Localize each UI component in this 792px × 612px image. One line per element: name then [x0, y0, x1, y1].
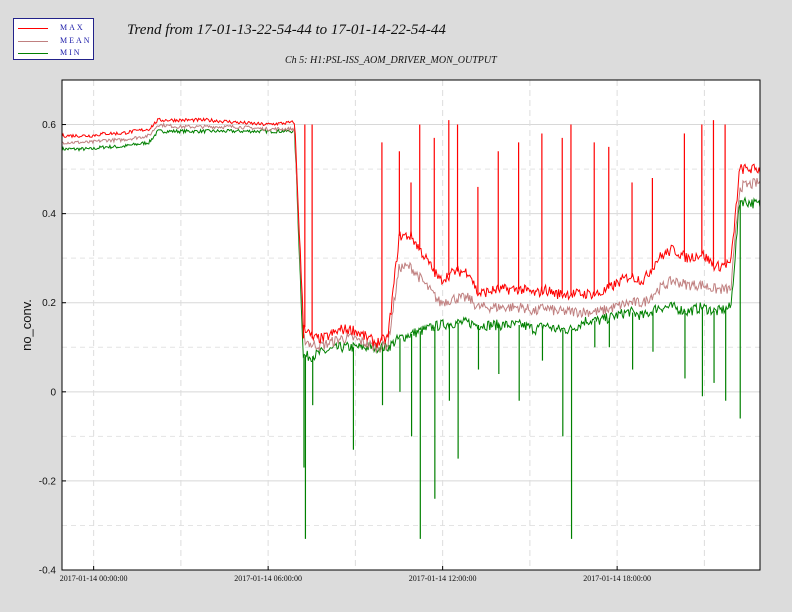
chart-title: Trend from 17-01-13-22-54-44 to 17-01-14… — [127, 22, 446, 38]
x-tick-label: 2017-01-14 00:00:00 — [60, 574, 128, 583]
plot-frame — [61, 79, 761, 571]
y-axis-label: no_conv. — [19, 299, 34, 351]
legend-swatch-mean — [18, 41, 48, 42]
legend-item-max: MAX — [18, 22, 94, 34]
legend-swatch-min — [18, 53, 48, 54]
x-tick-label: 2017-01-14 18:00:00 — [583, 574, 651, 583]
legend-item-min: MIN — [18, 47, 94, 59]
y-tick-label: -0.4 — [39, 566, 57, 577]
legend-item-mean: MEAN — [18, 35, 94, 47]
chart-legend: MAX MEAN MIN — [13, 18, 94, 60]
x-tick-label: 2017-01-14 06:00:00 — [234, 574, 302, 583]
legend-label-min: MIN — [60, 48, 82, 57]
y-tick-label: 0.4 — [42, 209, 56, 220]
y-tick-label: -0.2 — [39, 476, 57, 487]
chart-subtitle: Ch 5: H1:PSL-ISS_AOM_DRIVER_MON_OUTPUT — [285, 55, 497, 66]
legend-swatch-max — [18, 28, 48, 29]
x-tick-label: 2017-01-14 12:00:00 — [409, 574, 477, 583]
y-tick-label: 0 — [50, 387, 56, 398]
plot-area — [61, 79, 761, 571]
legend-label-max: MAX — [60, 23, 85, 32]
series-line-mean — [61, 121, 761, 353]
series-line-min — [61, 128, 761, 363]
legend-label-mean: MEAN — [60, 36, 92, 45]
y-tick-label: 0.2 — [42, 298, 56, 309]
y-tick-label: 0.6 — [42, 120, 56, 131]
